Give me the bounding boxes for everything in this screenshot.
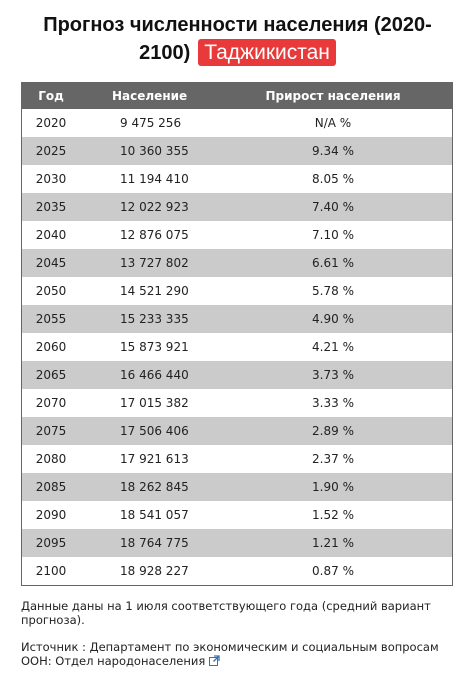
- population-cell: 17 921 613: [120, 452, 189, 466]
- growth-cell: 4.21 %: [312, 340, 354, 354]
- year-cell: 2060: [35, 340, 67, 354]
- year-cell: 2075: [21, 417, 80, 445]
- year-cell: 2040: [35, 228, 67, 242]
- growth-cell: 7.10 %: [312, 228, 354, 242]
- table-row: 2020 9 475 256 N/A %: [22, 109, 453, 137]
- population-cell: 18 764 775: [80, 529, 214, 557]
- year-cell: 2055: [21, 305, 80, 333]
- population-cell: 10 360 355: [80, 137, 214, 165]
- header-row: Год Население Прирост населения: [21, 82, 453, 109]
- table-row: 2050 14 521 290 5.78 %: [22, 277, 453, 305]
- table-row: 2075 17 506 406 2.89 %: [21, 417, 453, 445]
- external-link-icon[interactable]: [208, 655, 220, 666]
- table-row: 2045 13 727 802 6.61 %: [21, 249, 453, 277]
- table-row: 2035 12 022 923 7.40 %: [21, 193, 453, 221]
- table-row: 2070 17 015 382 3.33 %: [22, 389, 453, 417]
- year-cell: 2085: [21, 473, 80, 501]
- source-note: Источник : Департамент по экономическим …: [21, 640, 451, 668]
- growth-cell: 3.73 %: [214, 361, 453, 389]
- growth-cell: N/A %: [314, 116, 352, 130]
- growth-cell: 1.90 %: [214, 473, 453, 501]
- column-header[interactable]: Население: [80, 82, 214, 109]
- table-row: 2085 18 262 845 1.90 %: [21, 473, 453, 501]
- population-cell: 17 015 382: [120, 396, 189, 410]
- title-text: Прогноз численности населения (2020-2100…: [43, 14, 432, 64]
- population-table: Год Население Прирост населения 2020 9 47…: [21, 82, 453, 586]
- growth-cell: 6.61 %: [214, 249, 453, 277]
- population-cell: 17 506 406: [80, 417, 214, 445]
- year-cell: 2100: [35, 564, 67, 578]
- table-body: 2020 9 475 256 N/A % 2025 10 360 355 9.34 % 20…: [21, 109, 453, 586]
- year-cell: 2025: [21, 137, 80, 165]
- population-cell: 15 873 921: [120, 340, 189, 354]
- date-note: Данные даны на 1 июля соответствующего г…: [21, 599, 431, 627]
- population-cell: 18 928 227: [120, 564, 189, 578]
- year-cell: 2065: [21, 361, 80, 389]
- population-cell: 18 262 845: [80, 473, 214, 501]
- table-row: 2040 12 876 075 7.10 %: [22, 221, 453, 249]
- growth-cell: 2.89 %: [214, 417, 453, 445]
- growth-cell: 5.78 %: [312, 284, 354, 298]
- table-row: 2100 18 928 227 0.87 %: [22, 557, 453, 586]
- population-cell: 15 233 335: [80, 305, 214, 333]
- year-cell: 2080: [35, 452, 67, 466]
- table-row: 2030 11 194 410 8.05 %: [22, 165, 453, 193]
- growth-cell: 7.40 %: [214, 193, 453, 221]
- year-cell: 2020: [35, 116, 67, 130]
- table-row: 2025 10 360 355 9.34 %: [21, 137, 453, 165]
- year-cell: 2035: [21, 193, 80, 221]
- year-cell: 2050: [35, 284, 67, 298]
- population-cell: 16 466 440: [80, 361, 214, 389]
- country-badge: Таджикистан: [198, 39, 336, 66]
- column-header[interactable]: Прирост населения: [214, 82, 453, 109]
- page-title: Прогноз численности населения (2020-2100…: [20, 12, 455, 67]
- growth-cell: 2.37 %: [312, 452, 354, 466]
- population-cell: 13 727 802: [80, 249, 214, 277]
- year-cell: 2045: [21, 249, 80, 277]
- population-cell: 14 521 290: [120, 284, 189, 298]
- population-cell: 12 876 075: [120, 228, 189, 242]
- table-row: 2060 15 873 921 4.21 %: [22, 333, 453, 361]
- growth-cell: 3.33 %: [312, 396, 354, 410]
- growth-cell: 9.34 %: [214, 137, 453, 165]
- year-cell: 2090: [35, 508, 67, 522]
- population-cell: 12 022 923: [80, 193, 214, 221]
- table-row: 2065 16 466 440 3.73 %: [21, 361, 453, 389]
- population-cell: 9 475 256: [120, 116, 182, 130]
- column-header[interactable]: Год: [21, 82, 80, 109]
- population-cell: 18 541 057: [120, 508, 189, 522]
- source-label: Источник : Департамент по экономическим …: [21, 640, 439, 668]
- table-row: 2055 15 233 335 4.90 %: [21, 305, 453, 333]
- growth-cell: 4.90 %: [214, 305, 453, 333]
- growth-cell: 0.87 %: [312, 564, 354, 578]
- growth-cell: 1.52 %: [312, 508, 354, 522]
- growth-cell: 1.21 %: [214, 529, 453, 557]
- population-cell: 11 194 410: [120, 172, 189, 186]
- table-row: 2095 18 764 775 1.21 %: [21, 529, 453, 557]
- growth-cell: 8.05 %: [312, 172, 354, 186]
- source-link[interactable]: Отдел народонаселения: [55, 654, 206, 668]
- year-cell: 2030: [35, 172, 67, 186]
- table-row: 2090 18 541 057 1.52 %: [22, 501, 453, 529]
- year-cell: 2070: [35, 396, 67, 410]
- year-cell: 2095: [21, 529, 80, 557]
- table-row: 2080 17 921 613 2.37 %: [22, 445, 453, 473]
